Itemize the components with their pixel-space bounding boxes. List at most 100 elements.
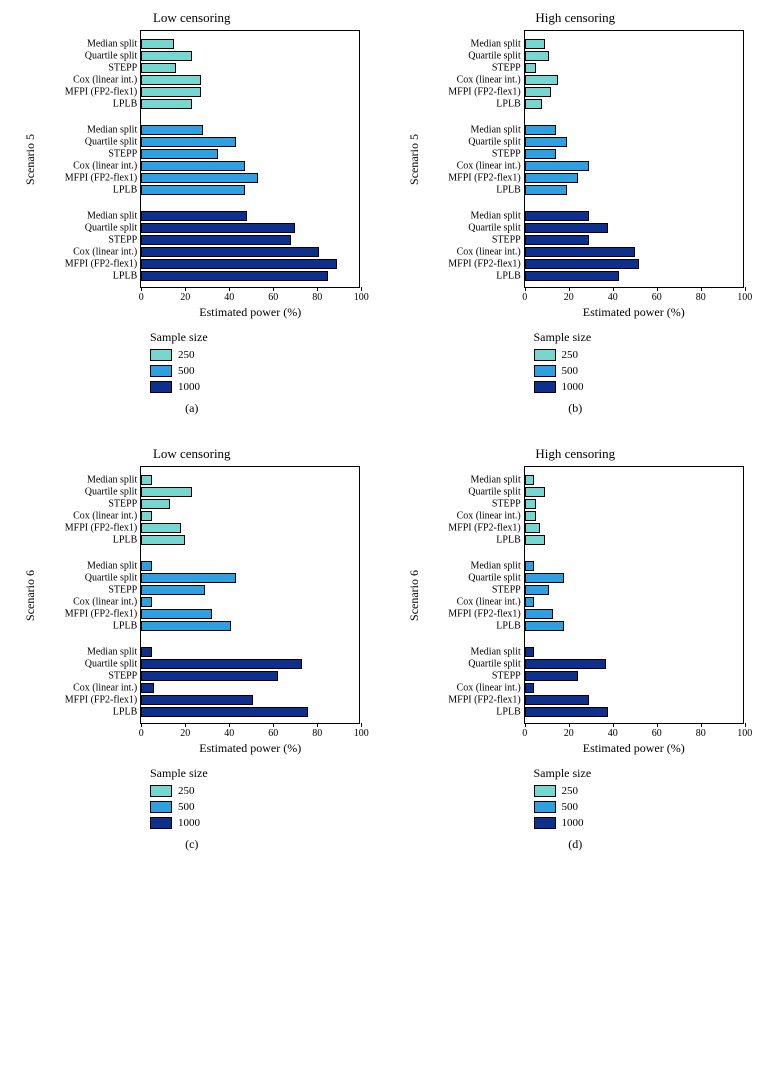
legend-swatch [534,381,556,393]
x-axis-label: Estimated power (%) [525,305,743,320]
plot-box: Median splitQuartile splitSTEPPCox (line… [140,30,360,288]
x-tick-label: 20 [180,728,190,739]
x-tick [525,723,526,727]
category-label: MFPI (FP2-flex1) [65,87,142,98]
category-label: STEPP [492,671,525,682]
legend-item: 1000 [534,379,592,395]
bar [525,671,578,681]
bar [525,39,545,49]
category-label: LPLB [496,621,524,632]
legend: Sample size2505001000 [150,766,208,831]
category-label: Quartile split [468,223,525,234]
x-tick-label: 40 [224,728,234,739]
category-label: STEPP [492,585,525,596]
category-label: Cox (linear int.) [73,247,141,258]
x-tick [229,723,230,727]
bar [141,75,200,85]
figure: Low censoring Scenario 5Median splitQuart… [0,0,767,872]
legend-label: 1000 [562,379,584,395]
category-label: Cox (linear int.) [73,683,141,694]
panel-container: Median splitQuartile splitSTEPPCox (line… [524,466,744,724]
category-label: MFPI (FP2-flex1) [448,87,525,98]
panel-title: Low censoring [153,10,231,26]
bar [141,211,247,221]
category-label: MFPI (FP2-flex1) [448,695,525,706]
legend-label: 1000 [562,815,584,831]
category-label: LPLB [496,535,524,546]
bar [141,647,152,657]
x-tick-label: 80 [312,728,322,739]
panel-container: Median splitQuartile splitSTEPPCox (line… [140,30,360,288]
panel-d: High censoringScenario 6Median splitQuar… [394,446,758,852]
category-label: STEPP [108,63,141,74]
x-tick [361,287,362,291]
x-tick [273,723,274,727]
bar [141,535,185,545]
bar [141,683,154,693]
x-tick [657,723,658,727]
category-label: Cox (linear int.) [73,597,141,608]
category-label: Cox (linear int.) [457,161,525,172]
category-label: MFPI (FP2-flex1) [65,523,142,534]
category-label: MFPI (FP2-flex1) [65,259,142,270]
bar [141,125,203,135]
x-tick-label: 100 [354,728,369,739]
bar [141,149,218,159]
panel-letter: (d) [568,837,582,852]
category-label: Median split [470,211,524,222]
bar [141,271,328,281]
category-label: STEPP [108,149,141,160]
category-label: Cox (linear int.) [73,511,141,522]
x-tick-label: 20 [180,292,190,303]
bar [525,647,534,657]
bar [141,707,308,717]
x-tick [141,287,142,291]
bar [141,51,192,61]
bar [525,247,635,257]
bar [525,125,556,135]
panel-row: Scenario 5Median splitQuartile splitSTEP… [23,30,360,288]
x-tick-label: 40 [608,292,618,303]
legend-title: Sample size [150,330,208,345]
legend-item: 500 [150,799,208,815]
legend-title: Sample size [534,330,592,345]
bar [141,695,253,705]
category-label: STEPP [108,499,141,510]
legend: Sample size2505001000 [150,330,208,395]
category-label: LPLB [113,707,141,718]
bar [141,475,152,485]
bar [141,609,211,619]
legend-label: 500 [178,799,195,815]
category-label: Quartile split [468,573,525,584]
legend-label: 1000 [178,379,200,395]
bar [525,487,545,497]
bar [141,561,152,571]
bar [141,235,291,245]
panel-grid: Low censoring Scenario 5Median splitQuart… [0,10,767,852]
category-label: Quartile split [468,487,525,498]
category-label: Median split [470,39,524,50]
category-label: Median split [470,125,524,136]
x-tick [745,723,746,727]
bar [525,659,606,669]
category-label: MFPI (FP2-flex1) [65,695,142,706]
bar [525,707,609,717]
x-tick [185,723,186,727]
x-tick-label: 0 [139,292,144,303]
bar [525,223,609,233]
category-label: Cox (linear int.) [457,75,525,86]
bar [525,683,534,693]
category-label: Cox (linear int.) [457,247,525,258]
panel-row: Scenario 5Median splitQuartile splitSTEP… [407,30,744,288]
x-tick [525,287,526,291]
x-axis-label: Estimated power (%) [141,741,359,756]
legend-swatch [150,817,172,829]
category-label: Median split [87,39,141,50]
bar [525,137,567,147]
x-tick-label: 60 [652,728,662,739]
panel-row: Scenario 6Median splitQuartile splitSTEP… [407,466,744,724]
legend-title: Sample size [150,766,208,781]
bar [525,499,536,509]
legend-swatch [534,801,556,813]
legend-label: 250 [562,783,579,799]
